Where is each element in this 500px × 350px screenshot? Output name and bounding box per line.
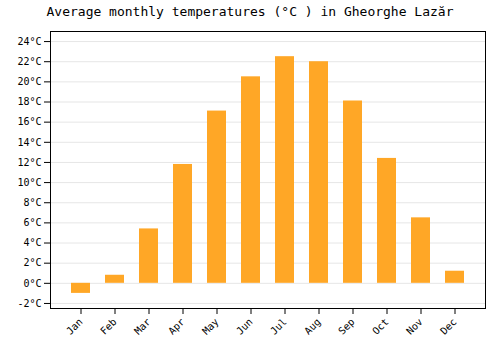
svg-text:Mar: Mar [132, 316, 153, 337]
svg-text:May: May [200, 316, 221, 337]
svg-text:Jul: Jul [268, 316, 289, 337]
svg-text:20°C: 20°C [17, 76, 41, 87]
svg-text:2°C: 2°C [23, 257, 41, 268]
svg-text:4°C: 4°C [23, 237, 41, 248]
svg-text:Jun: Jun [234, 316, 255, 337]
svg-text:Feb: Feb [98, 316, 119, 337]
html-text:Average monthly temperatures (: Average monthly temperatures (°C ) in Gh… [46, 4, 454, 19]
svg-text:22°C: 22°C [17, 56, 41, 67]
svg-text:8°C: 8°C [23, 197, 41, 208]
svg-text:14°C: 14°C [17, 137, 41, 148]
svg-text:10°C: 10°C [17, 177, 41, 188]
svg-text:Apr: Apr [166, 316, 187, 337]
svg-text:Oct: Oct [370, 316, 391, 337]
svg-text:Nov: Nov [404, 316, 425, 337]
svg-text:0°C: 0°C [23, 278, 41, 289]
svg-text:12°C: 12°C [17, 157, 41, 168]
svg-text:Dec: Dec [438, 316, 459, 337]
svg-text:Sep: Sep [336, 316, 357, 337]
svg-text:6°C: 6°C [23, 217, 41, 228]
svg-text:Aug: Aug [302, 316, 323, 337]
svg-text:-2°C: -2°C [17, 298, 41, 309]
svg-text:Jan: Jan [64, 316, 85, 337]
svg-text:24°C: 24°C [17, 36, 41, 47]
svg-text:18°C: 18°C [17, 96, 41, 107]
svg-text:16°C: 16°C [17, 116, 41, 127]
